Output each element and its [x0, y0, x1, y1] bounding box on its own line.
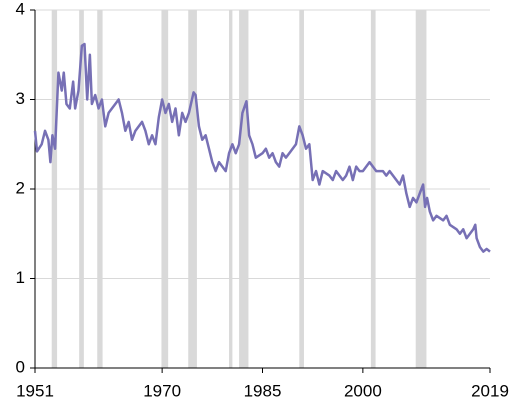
x-tick-label: 2019	[471, 381, 509, 400]
data-line	[33, 42, 491, 253]
y-tick-label: 2	[16, 178, 25, 197]
y-tick-label: 4	[16, 0, 25, 18]
y-tick-label: 0	[16, 357, 25, 376]
x-tick-label: 1985	[244, 381, 282, 400]
x-tick-label: 2000	[344, 381, 382, 400]
y-tick-label: 1	[16, 268, 25, 287]
x-tick-label: 1951	[16, 381, 54, 400]
y-tick-label: 3	[16, 89, 25, 108]
x-tick-label: 1970	[143, 381, 181, 400]
